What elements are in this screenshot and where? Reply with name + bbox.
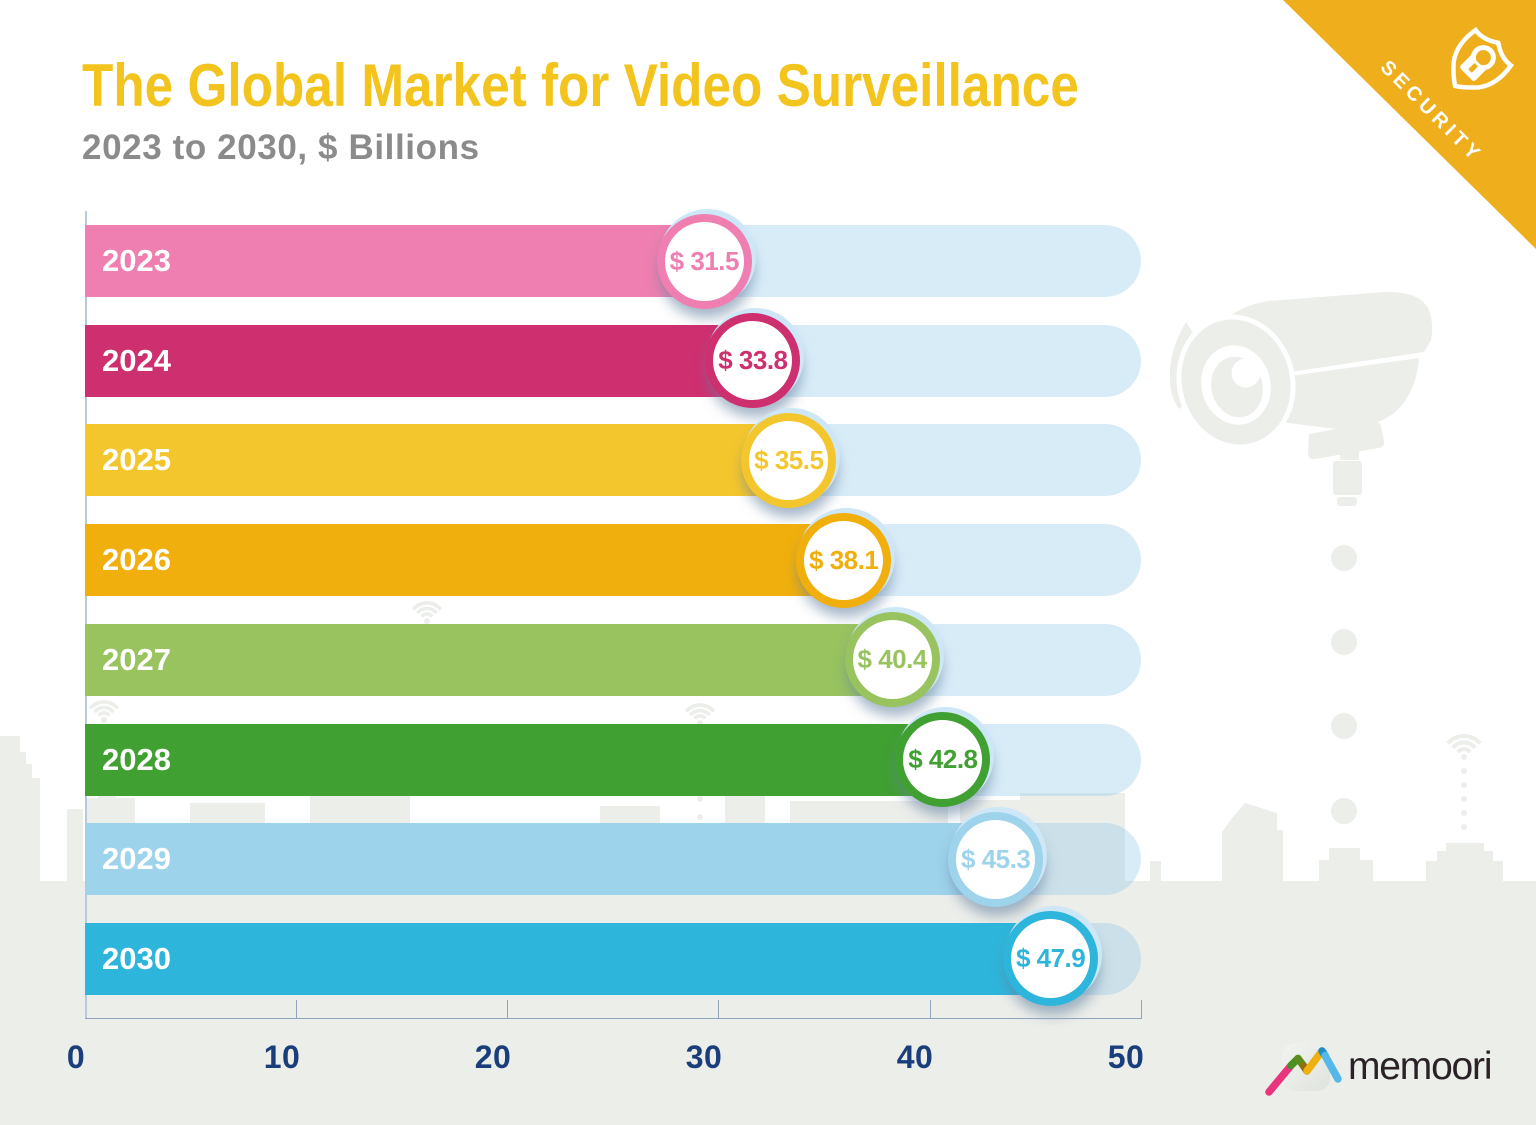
svg-text:memoori: memoori: [1348, 1045, 1491, 1088]
